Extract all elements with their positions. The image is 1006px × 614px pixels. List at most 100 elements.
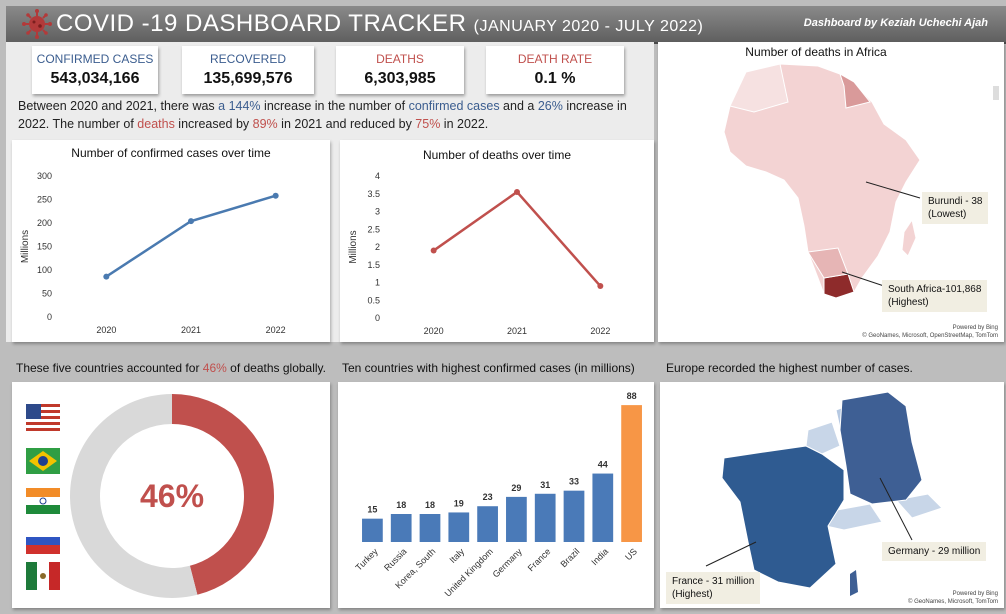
donut-slice <box>70 394 198 598</box>
x-tick-label: Germany <box>491 546 525 580</box>
y-tick-label: 2.5 <box>367 224 380 234</box>
map-scroll-icon[interactable] <box>992 86 1000 100</box>
y-axis-label: Millions <box>348 230 359 263</box>
india-flag-icon <box>26 488 60 514</box>
confirmed-chart-title: Number of confirmed cases over time <box>71 146 271 160</box>
africa-map <box>723 63 921 299</box>
data-point <box>597 283 604 290</box>
bar-value-label: 44 <box>598 460 608 470</box>
y-tick-label: 4 <box>375 171 380 181</box>
kpi-confirmed-value: 543,034,166 <box>50 70 140 87</box>
bar <box>448 512 470 542</box>
kpi-deathrate-card: DEATH RATE 0.1 % <box>486 46 624 94</box>
austria-region <box>895 493 943 519</box>
x-tick-label: 2021 <box>181 325 201 335</box>
summary-text: Between 2020 and 2021, there was a 144% … <box>18 99 627 131</box>
bar-value-label: 31 <box>540 480 550 490</box>
africa-callout-highest: South Africa-101,868 (Highest) <box>882 280 988 312</box>
bar-chart-panel: 15 Turkey 18 Russia 18 Korea, South 19 Italy 23 U… <box>338 382 654 608</box>
bar <box>362 518 383 542</box>
bar-value-label: 18 <box>425 500 435 510</box>
y-axis-label: Millions <box>20 230 31 263</box>
africa-callout-lowest: Burundi - 38 (Lowest) <box>922 192 989 224</box>
us-flag-icon <box>26 404 60 431</box>
kpi-confirmed-card: CONFIRMED CASES 543,034,166 <box>32 46 158 94</box>
y-tick-label: 50 <box>42 289 52 299</box>
y-tick-label: 0 <box>47 312 52 322</box>
y-tick-label: 300 <box>37 171 52 181</box>
data-point <box>272 192 279 199</box>
russia-flag-icon <box>26 528 60 554</box>
kpi-recovered-label: RECOVERED <box>209 52 286 66</box>
bar-value-label: 18 <box>396 500 406 510</box>
y-tick-label: 250 <box>37 195 52 205</box>
egypt-region <box>839 72 871 109</box>
data-point <box>430 247 437 254</box>
kpi-deaths-label: DEATHS <box>376 52 424 66</box>
bar-value-label: 19 <box>454 498 464 508</box>
bar <box>592 473 614 542</box>
africa-map-credit: Powered by Bing © GeoNames, Microsoft, Op… <box>862 325 998 339</box>
x-tick-label: 2020 <box>424 326 444 336</box>
y-tick-label: 100 <box>37 265 52 275</box>
page-title: COVID -19 DASHBOARD TRACKER (JANUARY 202… <box>56 10 704 37</box>
page-subtitle: (JANUARY 2020 - JULY 2022) <box>473 18 704 35</box>
bar-value-label: 15 <box>367 505 377 515</box>
bar-value-label: 29 <box>511 483 521 493</box>
x-tick-label: India <box>589 546 610 567</box>
data-point <box>103 273 110 280</box>
bar <box>534 493 556 542</box>
northwest-region <box>729 63 789 113</box>
kpi-recovered-value: 135,699,576 <box>203 70 293 87</box>
y-tick-label: 1 <box>375 278 380 288</box>
corsica <box>850 570 858 596</box>
x-tick-label: Italy <box>447 546 466 565</box>
x-tick-label: France <box>526 546 553 573</box>
belgium-region <box>805 421 841 455</box>
series-line <box>432 190 602 287</box>
kpi-confirmed-label: CONFIRMED CASES <box>36 52 154 66</box>
y-tick-label: 2 <box>375 242 380 252</box>
donut-panel: 46% <box>12 382 330 608</box>
europe-callout-germany: Germany - 29 million <box>882 542 987 561</box>
y-tick-label: 0 <box>375 313 380 323</box>
bar-value-label: 88 <box>627 391 637 401</box>
bar <box>621 405 642 542</box>
kpi-deaths-value: 6,303,985 <box>364 70 436 87</box>
deaths-share-donut <box>70 394 275 598</box>
deaths-chart-title: Number of deaths over time <box>422 148 572 162</box>
virus-icon <box>22 9 52 39</box>
x-tick-label: 2022 <box>266 325 286 335</box>
donut-slice <box>172 394 275 595</box>
bar <box>563 490 585 542</box>
x-tick-label: 2021 <box>507 326 527 336</box>
brazil-flag-icon <box>26 448 60 474</box>
africa-map-panel: Number of deaths in Africa Burundi - 38(… <box>658 42 1004 342</box>
x-tick-label: 2020 <box>96 325 116 335</box>
africa-continent <box>723 63 921 299</box>
europe-callout-france: France - 31 million (Highest) <box>666 572 761 604</box>
data-point <box>514 188 520 195</box>
x-tick-label: Turkey <box>354 546 381 573</box>
mexico-flag-icon <box>26 562 60 590</box>
x-tick-label: Russia <box>382 546 409 573</box>
deaths-line-chart: 0 0.5 1 1.5 2 2.5 3 3.5 4 Millions 2020 2021 2022 <box>348 171 610 336</box>
donut-caption: These five countries accounted for 46% o… <box>16 361 326 375</box>
y-tick-label: 200 <box>37 218 52 228</box>
france-region <box>721 445 845 589</box>
europe-map-panel: Germany - 29 million France - 31 million… <box>660 382 1004 608</box>
y-tick-label: 1.5 <box>367 260 380 270</box>
y-tick-label: 3.5 <box>367 189 380 199</box>
x-tick-label: US <box>623 546 639 562</box>
donut-center-label: 46% <box>139 478 205 514</box>
bar <box>390 514 412 542</box>
y-tick-label: 3 <box>375 207 380 217</box>
y-tick-label: 150 <box>37 242 52 252</box>
bar <box>506 496 527 542</box>
deaths-line-chart-panel: Number of deaths over time 0 0.5 1 1.5 2 2.5 3… <box>340 140 654 342</box>
europe-map-title: Europe recorded the highest number of ca… <box>666 361 913 375</box>
bar-value-label: 33 <box>569 477 579 487</box>
bar-chart-title: Ten countries with highest confirmed cas… <box>342 361 635 375</box>
germany-region <box>839 391 923 505</box>
